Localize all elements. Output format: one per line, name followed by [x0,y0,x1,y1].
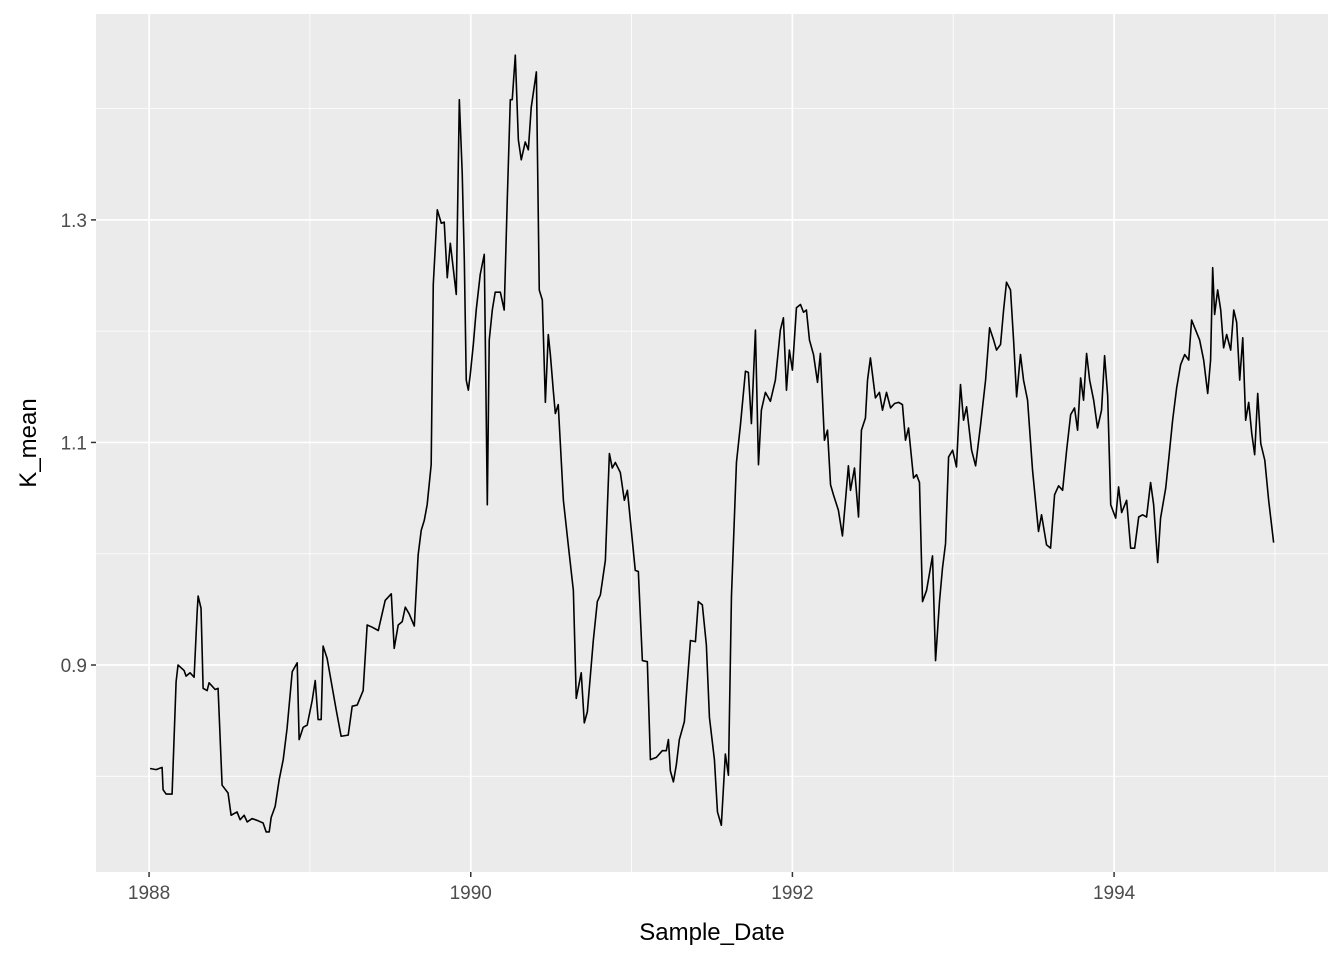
y-tick-label: 1.1 [61,433,87,454]
x-tick-label: 1990 [450,883,492,904]
x-tick-label: 1992 [771,883,813,904]
x-tick-label: 1988 [128,883,170,904]
y-tick-label: 0.9 [61,656,87,677]
grid [96,14,1328,872]
x-tick-label: 1994 [1093,883,1136,904]
y-tick-label: 1.3 [61,211,87,232]
x-axis-title: Sample_Date [639,919,784,946]
plot [149,54,1275,833]
data-line [149,54,1275,833]
y-axis-title: K_mean [15,398,42,487]
